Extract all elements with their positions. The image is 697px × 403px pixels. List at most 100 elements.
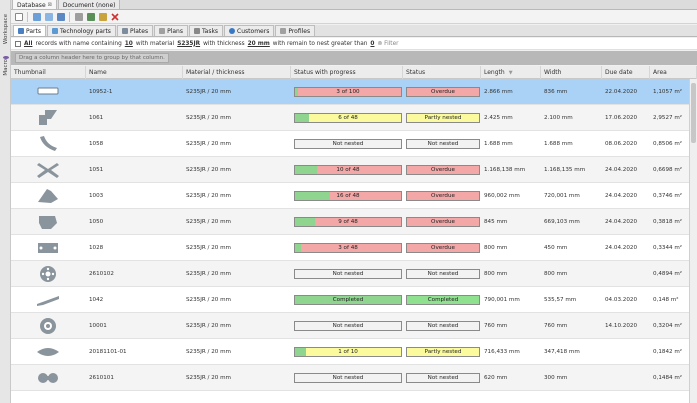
- cell-area: 0,4894 m²: [653, 271, 683, 277]
- filter-checkbox[interactable]: [15, 40, 21, 47]
- col-header-width-label: Width: [544, 69, 562, 76]
- filter-remain-value[interactable]: 0: [370, 40, 375, 47]
- cell-area: 0,3746 m²: [653, 193, 683, 199]
- progress-bar-fill: [295, 296, 401, 304]
- progress-bar-fill: [295, 88, 299, 96]
- cell-material: S235JR / 20 mm: [186, 193, 231, 199]
- table-row[interactable]: 10001 S235JR / 20 mm Not nested Not nest…: [11, 313, 697, 339]
- table-row[interactable]: 1003 S235JR / 20 mm 16 of 48 Overdue 960…: [11, 183, 697, 209]
- part-thumbnail-shape: [40, 136, 57, 151]
- cell-area: 1,1057 m²: [653, 89, 683, 95]
- tab-profiles[interactable]: Profiles: [275, 25, 316, 36]
- close-icon[interactable]: ⊠: [47, 2, 52, 8]
- cell-status: Not nested: [403, 261, 481, 287]
- col-header-thumbnail[interactable]: Thumbnail: [11, 66, 86, 79]
- table-row[interactable]: 1028 S235JR / 20 mm 3 of 48 Overdue 800 …: [11, 235, 697, 261]
- lock-icon[interactable]: [97, 11, 108, 22]
- col-header-length-label: Length: [484, 69, 505, 76]
- delete-icon[interactable]: [109, 11, 120, 22]
- filter-button[interactable]: ⊗ Filter: [377, 40, 399, 47]
- copy-icon[interactable]: [31, 11, 42, 22]
- tab-tasks[interactable]: Tasks: [188, 25, 224, 36]
- cell-status-progress: 3 of 100: [291, 79, 403, 105]
- table-row[interactable]: 1058 S235JR / 20 mm Not nested Not neste…: [11, 131, 697, 157]
- group-by-panel[interactable]: Drag a column header here to group by th…: [11, 51, 697, 65]
- progress-bar-text: Not nested: [332, 271, 364, 277]
- side-tab-workspace-label: Workspace: [2, 13, 9, 45]
- cell-area: 0,3344 m²: [653, 245, 683, 251]
- col-header-material[interactable]: Material / thickness: [183, 66, 291, 79]
- tab-parts[interactable]: Parts: [13, 25, 46, 36]
- col-header-status-progress[interactable]: Status with progress: [291, 66, 403, 79]
- side-strip: Workspace Macro: [0, 0, 11, 403]
- cell-status-progress: 1 of 10: [291, 339, 403, 365]
- progress-bar: 1 of 10: [294, 347, 402, 357]
- tab-customers[interactable]: Customers: [224, 25, 275, 36]
- cell-status-progress: 9 of 48: [291, 209, 403, 235]
- print-icon[interactable]: [73, 11, 84, 22]
- table-row[interactable]: 10952-1 S235JR / 20 mm 3 of 100 Overdue …: [11, 79, 697, 105]
- table-row[interactable]: 20181101-01 S235JR / 20 mm 1 of 10 Partl…: [11, 339, 697, 365]
- cell-status-progress: Not nested: [291, 131, 403, 157]
- table-row[interactable]: 1051 S235JR / 20 mm 10 of 48 Overdue 1.1…: [11, 157, 697, 183]
- cell-length: 620 mm: [484, 375, 508, 381]
- cell-status: Overdue: [403, 157, 481, 183]
- cell-due-date: 08.06.2020: [605, 141, 638, 147]
- side-tab-workspace[interactable]: Workspace: [1, 6, 10, 52]
- part-thumbnail: [33, 342, 63, 362]
- col-header-name[interactable]: Name: [86, 66, 183, 79]
- col-header-material-label: Material / thickness: [186, 69, 245, 76]
- tab-technology-parts-label: Technology parts: [59, 27, 111, 35]
- table-row[interactable]: 1061 S235JR / 20 mm 6 of 48 Partly neste…: [11, 105, 697, 131]
- doc-tab-database[interactable]: Database ⊠: [12, 0, 57, 9]
- export-icon[interactable]: [85, 11, 96, 22]
- tab-plans[interactable]: Plans: [154, 25, 188, 36]
- tab-plates[interactable]: Plates: [116, 25, 154, 36]
- progress-bar-text: 16 of 48: [336, 193, 360, 199]
- filter-material-value[interactable]: S235JR: [177, 40, 201, 47]
- table-row[interactable]: 2610102 S235JR / 20 mm Not nested Not ne…: [11, 261, 697, 287]
- col-header-due-date-label: Due date: [605, 69, 633, 76]
- cell-name: 10952-1: [89, 89, 113, 95]
- cell-name: 1003: [89, 193, 104, 199]
- plates-icon: [121, 28, 128, 34]
- col-header-name-label: Name: [89, 69, 107, 76]
- paste-icon[interactable]: [43, 11, 54, 22]
- filter-text: records with name containing: [35, 40, 122, 47]
- filter-thickness-value[interactable]: 20 mm: [247, 40, 270, 47]
- col-header-width[interactable]: Width: [541, 66, 602, 79]
- cell-name: 1061: [89, 115, 104, 121]
- scrollbar-thumb[interactable]: [691, 83, 696, 143]
- part-thumbnail-shape: [39, 216, 57, 229]
- new-icon[interactable]: [13, 11, 24, 22]
- table-row[interactable]: 1042 S235JR / 20 mm Completed Completed …: [11, 287, 697, 313]
- tab-technology-parts[interactable]: Technology parts: [46, 25, 116, 36]
- doc-tab-document[interactable]: Document (none): [57, 0, 121, 9]
- layers-icon[interactable]: [55, 11, 66, 22]
- progress-bar-text: Not nested: [332, 141, 364, 147]
- filter-text: with material: [135, 40, 175, 47]
- cell-material: S235JR / 20 mm: [186, 375, 231, 381]
- col-header-due-date[interactable]: Due date: [602, 66, 650, 79]
- cell-due-date: 24.04.2020: [605, 193, 638, 199]
- filter-name-value[interactable]: 10: [124, 40, 133, 47]
- col-header-status[interactable]: Status: [403, 66, 481, 79]
- cell-area: 0,6698 m²: [653, 167, 683, 173]
- progress-bar: 3 of 48: [294, 243, 402, 253]
- vertical-scrollbar[interactable]: [689, 79, 697, 403]
- part-thumbnail: [33, 134, 63, 154]
- col-header-area[interactable]: Area: [650, 66, 697, 79]
- filter-all-link[interactable]: All: [24, 40, 33, 47]
- side-tab-macro[interactable]: Macro: [1, 54, 10, 76]
- cell-length: 800 mm: [484, 245, 508, 251]
- table-row[interactable]: 2610101 S235JR / 20 mm Not nested Not ne…: [11, 365, 697, 391]
- cell-length: 2.866 mm: [484, 89, 513, 95]
- col-header-length[interactable]: Length ▼: [481, 66, 541, 79]
- table-row[interactable]: 1050 S235JR / 20 mm 9 of 48 Overdue 845 …: [11, 209, 697, 235]
- cell-material: S235JR / 20 mm: [186, 167, 231, 173]
- progress-bar-text: 3 of 48: [338, 245, 358, 251]
- sort-descending-icon: ▼: [508, 69, 513, 76]
- tab-plates-label: Plates: [129, 27, 149, 35]
- part-thumbnail-shape: [39, 110, 57, 125]
- cell-width: 760 mm: [544, 323, 568, 329]
